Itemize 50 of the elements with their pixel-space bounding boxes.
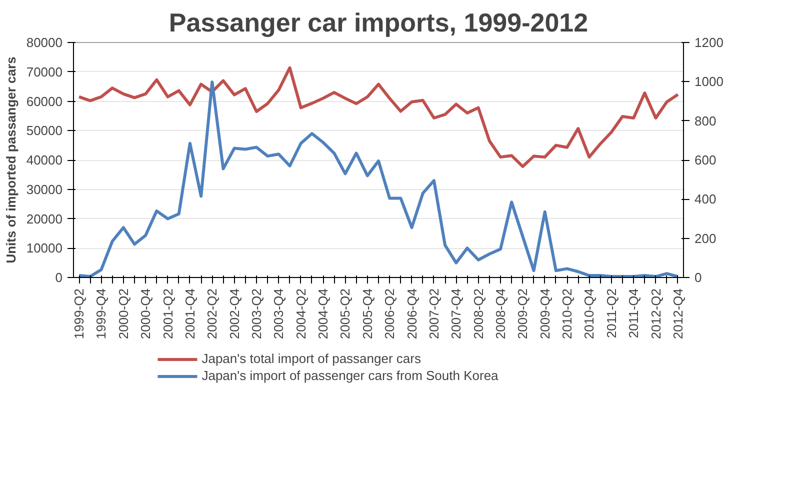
x-tick-label: 2006-Q2 (382, 288, 398, 340)
x-tick-label: 2003-Q2 (249, 288, 264, 340)
legend-label: Japan's total import of passanger cars (202, 351, 421, 366)
line-series (78, 66, 680, 168)
legend-label: Japan's import of passenger cars from South Korea (202, 368, 498, 383)
x-tick-label: 2002-Q4 (226, 288, 242, 340)
x-tick-label: 2009-Q2 (515, 288, 530, 340)
x-tick-label: 2001-Q4 (182, 288, 198, 340)
line-series (78, 80, 680, 278)
x-tick-label: 1999-Q4 (94, 288, 109, 340)
x-tick-label: 2011-Q4 (626, 288, 642, 338)
x-tick-label: 2007-Q2 (426, 288, 442, 340)
y2-tick-label: 600 (694, 152, 716, 168)
x-tick-label: 2010-Q4 (582, 288, 597, 340)
x-tick-label: 2006-Q4 (404, 288, 420, 340)
x-tick-label: 2000-Q4 (138, 288, 154, 340)
y-tick-label: 20000 (26, 211, 63, 226)
y-tick-label: 0 (55, 270, 63, 285)
y-tick-label: 10000 (26, 240, 63, 256)
x-tick-label: 2007-Q4 (448, 288, 464, 340)
y2-tick-label: 0 (694, 270, 702, 285)
y2-tick-label: 800 (694, 113, 716, 128)
x-tick-label: 2005-Q4 (360, 288, 375, 340)
x-tick-label: 2012-Q4 (670, 288, 686, 340)
x-tick-label: 2005-Q2 (338, 288, 353, 340)
x-tick-label: 1999-Q2 (72, 288, 87, 340)
x-tick-label: 2002-Q2 (204, 288, 220, 340)
x-tick-label: 2004-Q2 (293, 288, 308, 340)
y2-tick-label: 200 (694, 230, 716, 246)
chart-title: Passanger car imports, 1999-2012 (168, 8, 588, 38)
y-tick-label: 30000 (26, 182, 63, 197)
y2-tick-label: 400 (694, 192, 716, 207)
y-tick-label: 50000 (26, 123, 63, 138)
x-tick-label: 2010-Q2 (560, 288, 575, 340)
y-tick-label: 60000 (26, 94, 63, 109)
x-tick-label: 2011-Q2 (604, 288, 619, 338)
y-tick-label: 40000 (26, 152, 63, 168)
x-tick-label: 2000-Q2 (116, 288, 131, 340)
x-tick-label: 2008-Q2 (470, 288, 486, 340)
y-axis-title: Units of imported passanger cars (3, 56, 18, 264)
x-tick-label: 2009-Q4 (537, 288, 552, 340)
y2-tick-label: 1000 (694, 74, 724, 90)
x-tick-label: 2012-Q2 (648, 288, 664, 340)
y-tick-label: 80000 (26, 35, 63, 50)
x-tick-label: 2004-Q4 (316, 288, 331, 340)
x-tick-label: 2008-Q4 (493, 288, 508, 340)
x-tick-label: 2003-Q4 (271, 288, 286, 340)
y-tick-label: 70000 (26, 64, 63, 80)
y2-tick-label: 1200 (694, 35, 724, 50)
x-tick-label: 2001-Q2 (160, 288, 176, 340)
